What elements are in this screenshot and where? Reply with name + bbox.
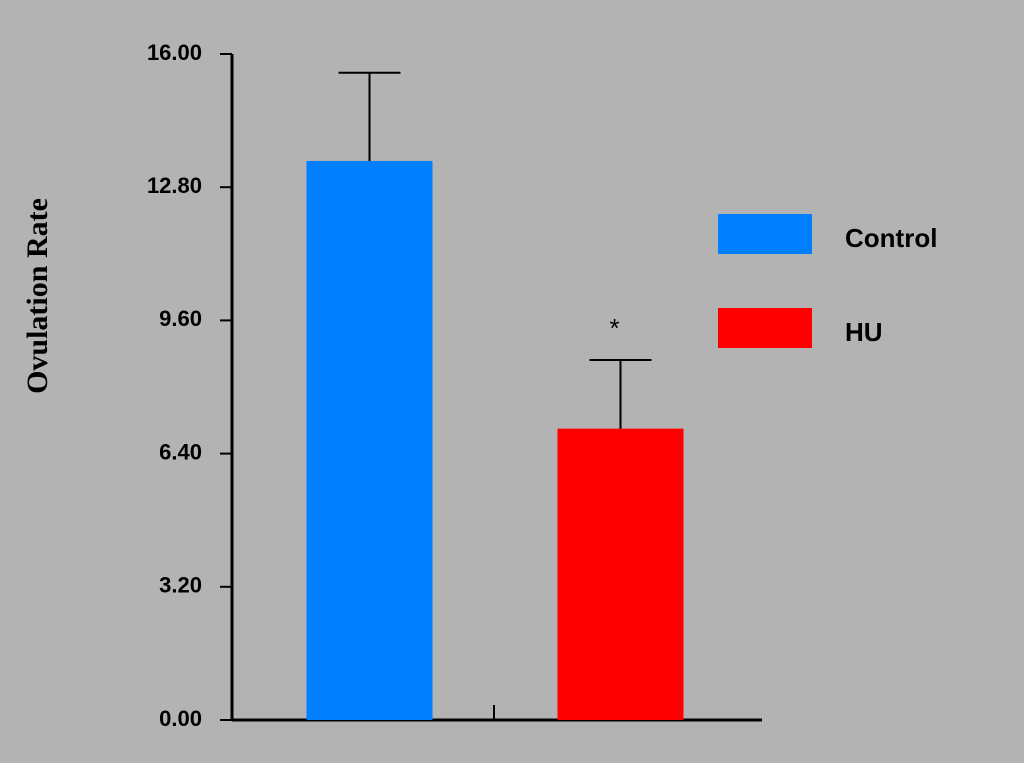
legend-label: HU: [845, 317, 883, 347]
y-axis-label: Ovulation Rate: [21, 198, 54, 394]
y-tick-label: 16.00: [147, 40, 202, 65]
y-tick-label: 0.00: [159, 706, 202, 731]
bar: [557, 428, 684, 720]
y-tick-label: 9.60: [159, 306, 202, 331]
y-tick-label: 6.40: [159, 439, 202, 464]
y-tick-label: 12.80: [147, 173, 202, 198]
legend-label: Control: [845, 223, 937, 253]
legend-swatch: [718, 214, 812, 254]
bar: [306, 160, 433, 720]
annotation: *: [609, 313, 619, 343]
legend-swatch: [718, 308, 812, 348]
y-tick-label: 3.20: [159, 573, 202, 598]
